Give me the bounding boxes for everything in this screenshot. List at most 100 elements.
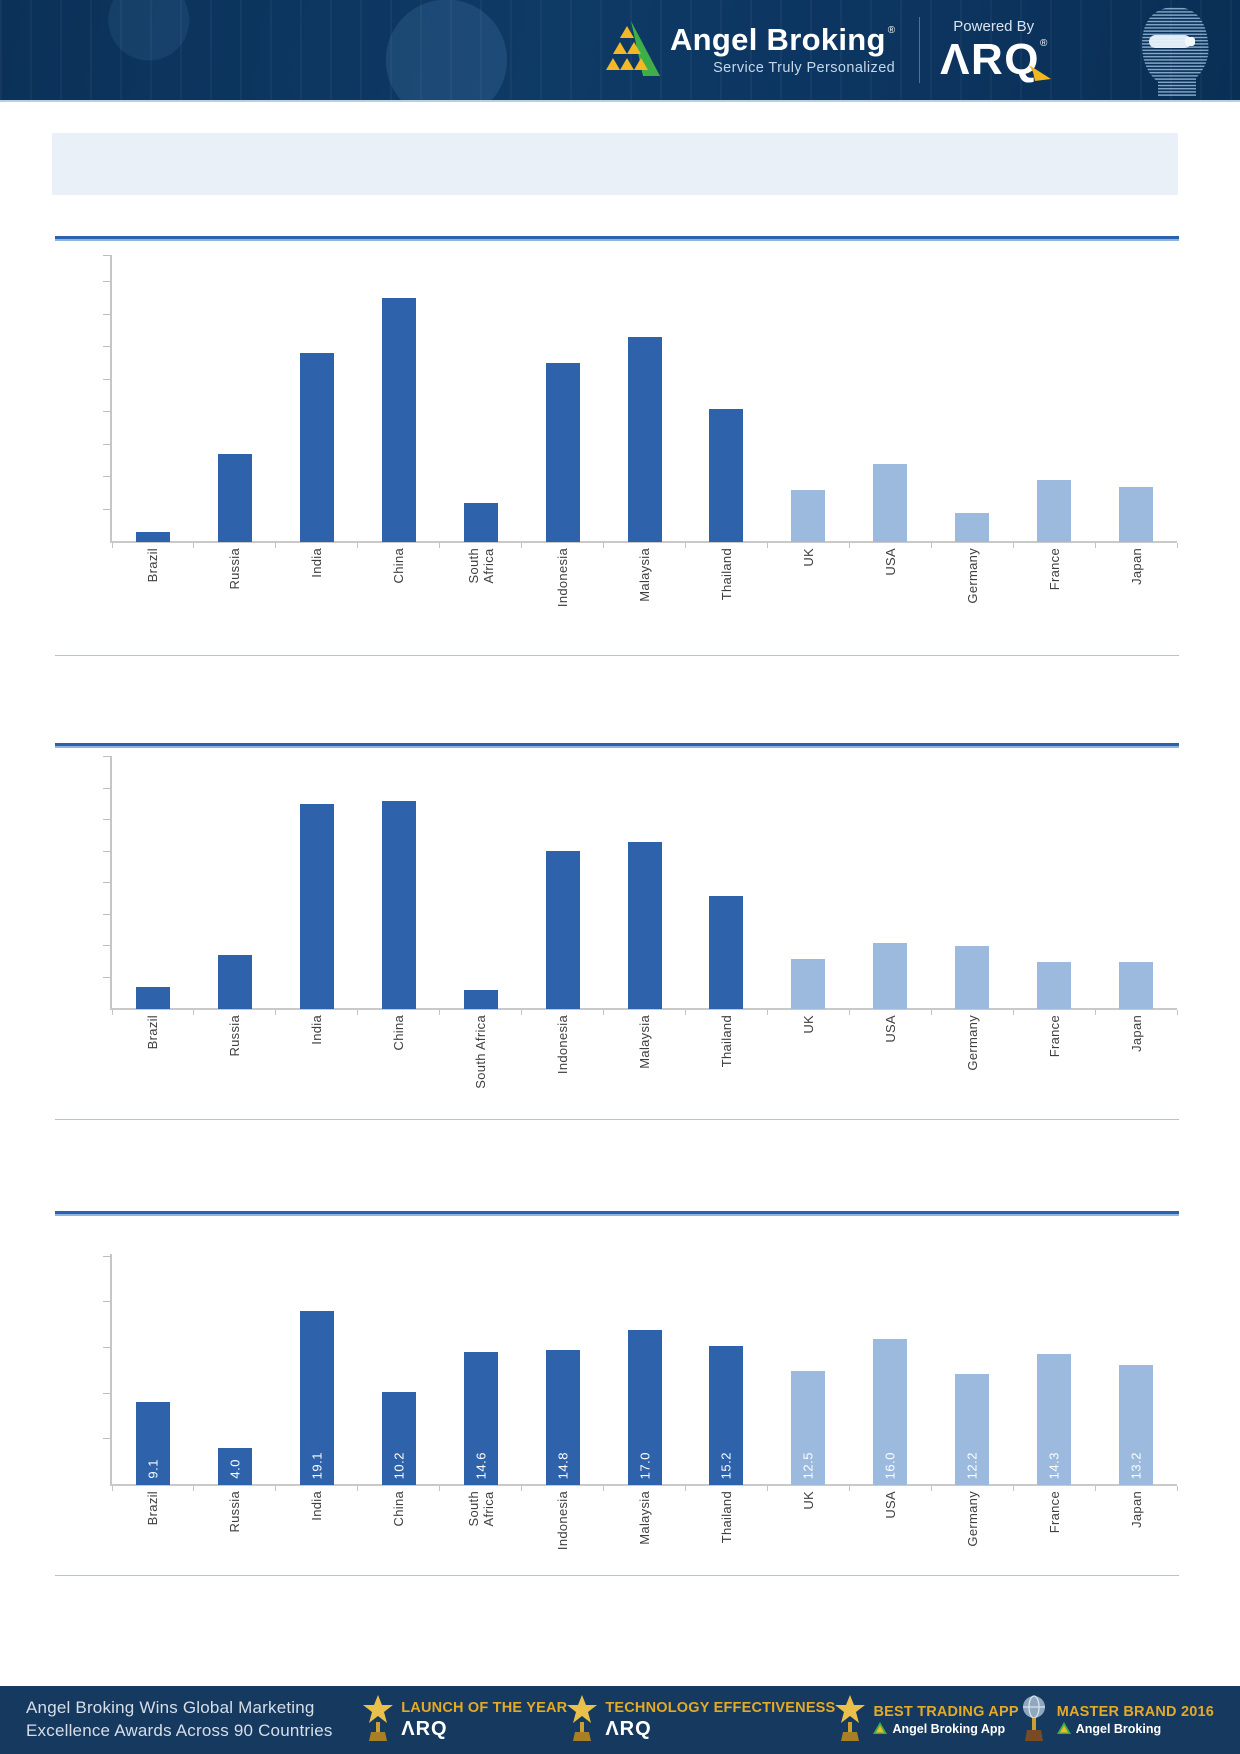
x-label-japan: Japan [1128,548,1144,585]
footer-headline: Angel Broking Wins Global Marketing Exce… [26,1697,339,1743]
x-tick [357,543,359,548]
y-axis [110,756,112,1008]
angel-mini-logo-icon [873,1721,888,1737]
x-tick [766,1010,768,1015]
y-tick [103,378,110,380]
x-tick [603,543,605,548]
x-tick [1012,1486,1014,1491]
y-tick [103,346,110,347]
bar-usa [873,943,908,1009]
x-tick [848,543,850,548]
bar-china: 10.2 [381,1392,416,1485]
footer-awards-bar: Angel Broking Wins Global Marketing Exce… [0,1686,1240,1754]
bar-value-label: 13.2 [1128,1451,1144,1479]
awards-list: LAUNCH OF THE YEAR ΛRQ TECHNOLOGY EFFECT… [363,1694,1214,1746]
bar-indonesia [545,851,580,1009]
section-3-top-rule [55,1211,1179,1214]
bar-value-label: 19.1 [309,1451,325,1479]
x-label-usa: USA [882,1491,898,1519]
award-best-trading-app: BEST TRADING APP Angel Broking App [835,1694,1019,1746]
award-subtitle: Angel Broking App [873,1721,1018,1737]
x-label-uk: UK [800,1491,816,1510]
chart-2-emerging-vs-developed: Brazil Russia India China South Africa Indone… [103,756,1178,1089]
x-label-brazil: Brazil [145,548,161,583]
bar-russia [217,454,252,542]
x-label-japan: Japan [1128,1015,1144,1052]
y-tick [103,255,110,256]
x-tick [357,1010,359,1015]
y-tick [103,443,110,445]
chart-3-valuations: Brazil Russia India China South Africa Indone… [103,1254,1178,1550]
x-label-france: France [1046,1015,1062,1058]
bar-india: 19.1 [299,1311,334,1485]
bar-value-label: 14.6 [473,1451,489,1479]
x-label-france: France [1046,1491,1062,1534]
x-label-usa: USA [882,1015,898,1043]
bar-germany [955,946,990,1009]
x-tick [684,1010,686,1015]
award-title: MASTER BRAND 2016 [1056,1703,1214,1720]
x-tick [766,1486,768,1491]
chart-1-emerging-vs-developed: Brazil Russia India China South Africa Indone… [103,255,1178,607]
award-subtitle: Angel Broking [1056,1721,1214,1737]
x-tick [111,1486,113,1491]
y-tick [103,819,110,820]
x-label-russia: Russia [227,1491,243,1533]
x-label-thailand: Thailand [718,1491,734,1544]
header-brand-cluster: Angel Broking ® Service Truly Personaliz… [598,0,1052,100]
footer-headline-line1: Angel Broking Wins Global Marketing [26,1698,315,1718]
globe-trophy-icon [1019,1694,1049,1746]
bar-france [1037,962,1072,1009]
x-label-germany: Germany [964,1015,980,1071]
bar-india [299,804,334,1009]
x-tick [275,1010,277,1015]
section-2-top-rule [55,743,1179,746]
bar-south-africa: 14.6 [463,1352,498,1485]
bar-uk [791,490,826,542]
x-tick [1012,1010,1014,1015]
powered-by-label: Powered By [953,18,1035,35]
bar-south-africa [463,503,498,542]
bar-germany: 12.2 [955,1374,990,1485]
x-label-china: China [391,1491,407,1527]
bar-india [299,353,334,542]
section-3-bottom-rule [55,1575,1179,1576]
bar-value-label: 14.8 [555,1451,571,1479]
award-subtitle-arq: ΛRQ [401,1717,448,1740]
award-launch-of-the-year: LAUNCH OF THE YEAR ΛRQ [363,1694,568,1746]
brand-name: Angel Broking [670,22,886,57]
bar-value-label: 12.2 [964,1451,980,1479]
x-label-india: India [309,548,325,578]
x-tick [275,1486,277,1491]
x-tick [1094,543,1096,548]
x-tick [603,1486,605,1491]
award-title: LAUNCH OF THE YEAR [401,1699,568,1716]
x-tick [357,1486,359,1491]
x-tick [930,543,932,548]
x-tick [193,1010,195,1015]
award-subtitle-arq: ΛRQ [605,1717,652,1740]
x-label-china: China [391,1015,407,1051]
x-label-india: India [309,1015,325,1045]
x-label-south-africa: South Africa [473,1015,489,1089]
award-technology-effectiveness: TECHNOLOGY EFFECTIVENESS ΛRQ [567,1694,835,1746]
x-axis [110,541,1177,543]
header-divider [919,17,921,83]
angel-broking-logo-icon [598,20,660,81]
bar-value-label: 9.1 [145,1459,161,1479]
brand-text-block: Angel Broking ® Service Truly Personaliz… [670,24,895,76]
x-label-brazil: Brazil [145,1015,161,1050]
bar-japan: 13.2 [1119,1365,1154,1485]
x-tick [193,1486,195,1491]
x-label-south-africa: South Africa [465,1491,496,1527]
y-tick [103,313,110,315]
bar-japan [1119,962,1154,1009]
bar-value-label: 14.3 [1046,1451,1062,1479]
y-tick [103,756,110,757]
x-label-usa: USA [882,548,898,576]
powered-by-block: Powered By ΛRQ® [940,18,1052,82]
x-tick [930,1010,932,1015]
bar-indonesia [545,363,580,542]
x-tick [193,543,195,548]
